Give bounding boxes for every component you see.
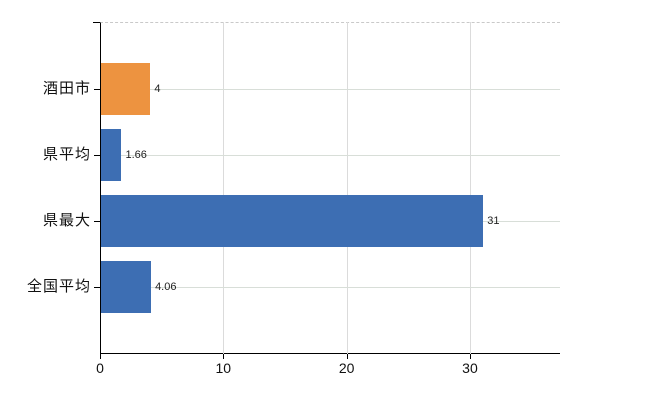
x-axis-tick: [100, 354, 101, 359]
gridline-vertical: [469, 22, 471, 354]
bar: [101, 195, 484, 247]
x-axis-tick: [223, 354, 225, 359]
x-axis-tick: [346, 354, 348, 359]
gridline-horizontal: [101, 155, 560, 156]
category-label: 県平均: [42, 146, 91, 163]
y-axis-top-tick: [93, 22, 100, 23]
bar: [101, 129, 122, 181]
y-axis-tick: [94, 155, 100, 156]
value-label: 1.66: [125, 149, 147, 161]
y-axis-tick: [94, 221, 100, 222]
x-tick-label: 0: [96, 360, 104, 376]
y-axis-tick: [94, 287, 100, 288]
gridline-horizontal: [101, 89, 560, 90]
x-tick-label: 10: [215, 360, 232, 376]
x-tick-label: 20: [338, 360, 355, 376]
bar: [101, 261, 152, 313]
value-label: 4: [154, 83, 161, 95]
category-label: 全国平均: [26, 278, 91, 295]
x-axis-tick: [469, 354, 471, 359]
category-label: 県最大: [42, 212, 91, 229]
gridline-vertical: [346, 22, 348, 354]
y-axis-tick: [94, 89, 100, 90]
gridline-vertical: [223, 22, 225, 354]
x-tick-label: 30: [462, 360, 478, 376]
gridline-horizontal: [101, 287, 560, 288]
value-label: 31: [487, 215, 500, 227]
value-label: 4.06: [155, 281, 177, 293]
category-label: 酒田市: [42, 80, 91, 97]
bar: [101, 63, 151, 115]
plot-area: [100, 22, 560, 354]
